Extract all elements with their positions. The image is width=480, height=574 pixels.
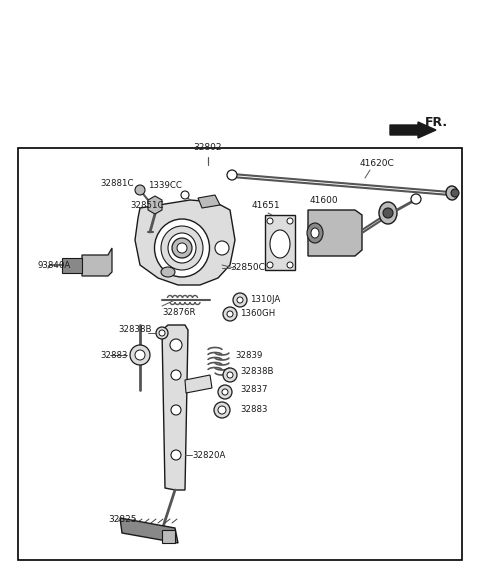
Polygon shape — [82, 248, 112, 276]
Text: 32883: 32883 — [240, 405, 267, 414]
Text: 1310JA: 1310JA — [250, 296, 280, 304]
Text: 1360GH: 1360GH — [240, 309, 275, 319]
Text: 1339CC: 1339CC — [148, 181, 182, 190]
Circle shape — [171, 450, 181, 460]
Polygon shape — [62, 258, 82, 273]
Circle shape — [411, 194, 421, 204]
Ellipse shape — [311, 228, 319, 238]
Bar — [18, 148, 462, 560]
Circle shape — [177, 243, 187, 253]
Ellipse shape — [168, 233, 196, 263]
Text: 32883: 32883 — [100, 351, 128, 359]
Ellipse shape — [161, 226, 203, 270]
Polygon shape — [308, 210, 362, 256]
Text: 93840A: 93840A — [38, 261, 71, 270]
Circle shape — [170, 339, 182, 351]
Circle shape — [233, 293, 247, 307]
Text: 32851C: 32851C — [130, 200, 164, 210]
Circle shape — [218, 385, 232, 399]
Circle shape — [267, 262, 273, 268]
Circle shape — [287, 262, 293, 268]
Circle shape — [227, 170, 237, 180]
Text: 41600: 41600 — [310, 196, 338, 205]
FancyArrow shape — [390, 122, 436, 138]
Circle shape — [237, 297, 243, 303]
Polygon shape — [162, 325, 188, 490]
Circle shape — [218, 406, 226, 414]
Circle shape — [222, 389, 228, 395]
Ellipse shape — [155, 219, 209, 277]
Text: 32876R: 32876R — [162, 308, 195, 317]
Circle shape — [156, 327, 168, 339]
Circle shape — [214, 402, 230, 418]
Circle shape — [267, 218, 273, 224]
Polygon shape — [265, 215, 295, 270]
Text: 32881C: 32881C — [100, 179, 133, 188]
Circle shape — [223, 368, 237, 382]
Text: 32802: 32802 — [194, 143, 222, 152]
Circle shape — [451, 189, 459, 197]
Polygon shape — [198, 195, 220, 208]
Text: 41620C: 41620C — [360, 159, 395, 168]
Text: 41651: 41651 — [252, 201, 281, 210]
Text: 32839: 32839 — [235, 351, 263, 359]
Ellipse shape — [270, 230, 290, 258]
Polygon shape — [162, 530, 175, 543]
Circle shape — [223, 307, 237, 321]
Polygon shape — [185, 375, 212, 393]
Text: 32850C: 32850C — [230, 263, 265, 273]
Text: 32837: 32837 — [240, 386, 267, 394]
Text: 32838B: 32838B — [240, 367, 274, 377]
Ellipse shape — [446, 186, 458, 200]
Circle shape — [287, 218, 293, 224]
Ellipse shape — [307, 223, 323, 243]
Circle shape — [171, 370, 181, 380]
Circle shape — [215, 241, 229, 255]
Circle shape — [383, 208, 393, 218]
Text: FR.: FR. — [425, 117, 448, 130]
Text: 32825: 32825 — [108, 515, 136, 525]
Polygon shape — [148, 196, 162, 214]
Polygon shape — [135, 200, 235, 285]
Circle shape — [159, 330, 165, 336]
Polygon shape — [120, 518, 178, 543]
Ellipse shape — [379, 202, 397, 224]
Circle shape — [227, 372, 233, 378]
Circle shape — [135, 350, 145, 360]
Text: 32838B: 32838B — [118, 325, 152, 335]
Circle shape — [135, 185, 145, 195]
Circle shape — [172, 238, 192, 258]
Text: 32820A: 32820A — [192, 451, 226, 460]
Circle shape — [181, 191, 189, 199]
Circle shape — [130, 345, 150, 365]
Ellipse shape — [161, 267, 175, 277]
Circle shape — [171, 405, 181, 415]
Circle shape — [227, 311, 233, 317]
